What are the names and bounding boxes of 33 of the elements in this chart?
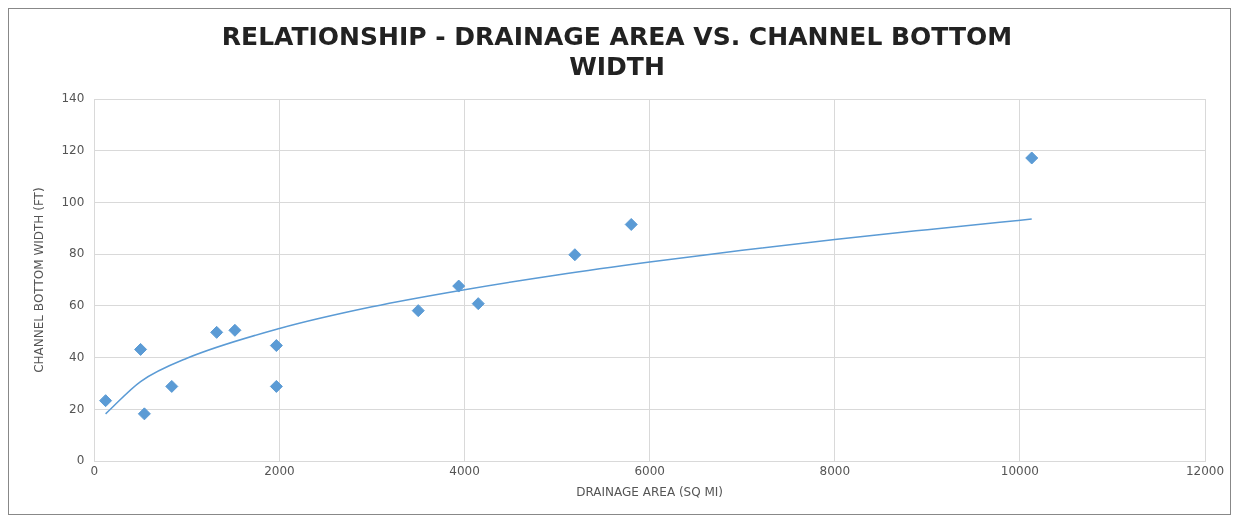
point [134,342,148,356]
point [269,339,283,353]
x-tick-label: 10000 [1000,463,1039,478]
y-tick-label: 40 [69,349,85,364]
point [1025,151,1039,165]
point [228,323,242,337]
y-tick-label: 100 [61,194,85,209]
x-tick-label: 8000 [819,463,851,478]
chart-title: RELATIONSHIP - DRAINAGE AREA VS. CHANNEL BOTTOM WIDTH [221,21,1013,81]
x-tick-label: 0 [90,463,99,478]
y-tick-label: 60 [69,298,85,313]
point [452,279,466,293]
point [471,297,485,311]
x-tick-label: 6000 [634,463,665,478]
y-tick-label: 140 [61,91,85,106]
y-tick-label: 120 [61,142,85,157]
x-tick-label: 2000 [264,463,295,478]
y-tick-label: 80 [69,246,85,261]
x-tick-label: 4000 [449,463,480,478]
y-axis-title: CHANNEL BOTTOM WIDTH (FT) [32,187,47,373]
point [210,325,224,339]
point [411,304,425,318]
point [269,379,283,393]
x-tick-label: 12000 [1185,463,1225,478]
point [568,248,582,262]
point [99,394,113,408]
y-tick-label: 0 [76,453,85,468]
line-series [104,218,1033,415]
x-axis-title: DRAINAGE AREA (SQ MI) [576,484,724,499]
point [137,407,151,421]
point [624,217,638,231]
point [165,379,179,393]
y-tick-label: 20 [69,401,85,416]
